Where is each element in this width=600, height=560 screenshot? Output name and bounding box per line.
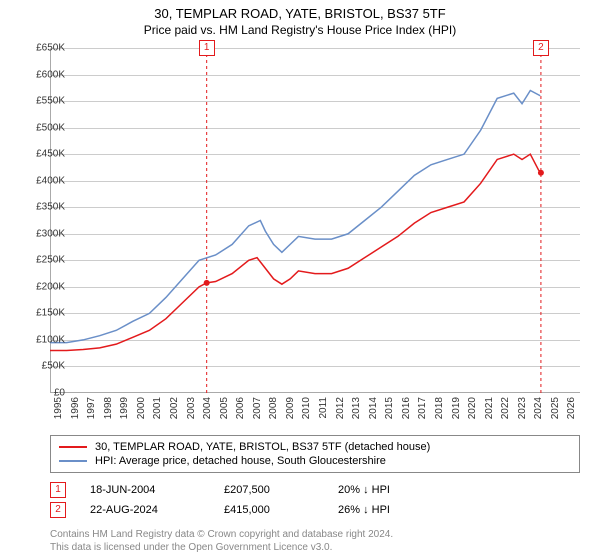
data-point-marker — [538, 170, 544, 176]
x-tick-label: 2023 — [517, 397, 528, 419]
x-tick-label: 2018 — [434, 397, 445, 419]
event-price: £415,000 — [224, 504, 314, 516]
y-tick-label: £350K — [36, 202, 65, 213]
x-tick-label: 2014 — [368, 397, 379, 419]
x-tick-label: 2012 — [335, 397, 346, 419]
x-tick-label: 2004 — [202, 397, 213, 419]
y-tick-label: £550K — [36, 96, 65, 107]
event-pct: 26% ↓ HPI — [338, 504, 458, 516]
x-tick-label: 2002 — [169, 397, 180, 419]
x-tick-label: 2021 — [484, 397, 495, 419]
event-price: £207,500 — [224, 484, 314, 496]
x-tick-label: 2017 — [417, 397, 428, 419]
data-point-marker — [204, 280, 210, 286]
y-tick-label: £450K — [36, 149, 65, 160]
y-tick-label: £650K — [36, 43, 65, 54]
legend-row: HPI: Average price, detached house, Sout… — [59, 454, 571, 468]
x-tick-label: 1995 — [53, 397, 64, 419]
y-tick-label: £300K — [36, 228, 65, 239]
x-tick-label: 2009 — [285, 397, 296, 419]
y-tick-label: £250K — [36, 255, 65, 266]
x-tick-label: 2008 — [268, 397, 279, 419]
x-tick-label: 1998 — [103, 397, 114, 419]
event-index-box: 2 — [50, 502, 66, 518]
y-tick-label: £150K — [36, 308, 65, 319]
legend-swatch — [59, 446, 87, 448]
legend-label: 30, TEMPLAR ROAD, YATE, BRISTOL, BS37 5T… — [95, 441, 430, 453]
x-tick-label: 2011 — [318, 397, 329, 419]
event-pct: 20% ↓ HPI — [338, 484, 458, 496]
event-row: 2 22-AUG-2024 £415,000 26% ↓ HPI — [50, 500, 580, 520]
x-tick-label: 2005 — [219, 397, 230, 419]
x-tick-label: 2022 — [500, 397, 511, 419]
x-tick-label: 1996 — [70, 397, 81, 419]
chart-legend: 30, TEMPLAR ROAD, YATE, BRISTOL, BS37 5T… — [50, 435, 580, 473]
y-tick-label: £500K — [36, 122, 65, 133]
x-tick-label: 2007 — [252, 397, 263, 419]
event-date: 22-AUG-2024 — [90, 504, 200, 516]
y-tick-label: £400K — [36, 175, 65, 186]
legend-label: HPI: Average price, detached house, Sout… — [95, 455, 386, 467]
x-tick-label: 1999 — [119, 397, 130, 419]
x-tick-label: 2010 — [301, 397, 312, 419]
x-tick-label: 2019 — [451, 397, 462, 419]
footer-line-2: This data is licensed under the Open Gov… — [50, 541, 393, 554]
chart-footer: Contains HM Land Registry data © Crown c… — [50, 528, 393, 554]
x-tick-label: 2015 — [384, 397, 395, 419]
chart-plot-area: 12 — [50, 48, 580, 393]
y-tick-label: £200K — [36, 281, 65, 292]
chart-lines-svg — [50, 48, 580, 393]
x-tick-label: 2003 — [186, 397, 197, 419]
y-tick-label: £600K — [36, 69, 65, 80]
event-index-box: 1 — [50, 482, 66, 498]
x-tick-label: 2024 — [533, 397, 544, 419]
event-date: 18-JUN-2004 — [90, 484, 200, 496]
footer-line-1: Contains HM Land Registry data © Crown c… — [50, 528, 393, 541]
y-tick-label: £100K — [36, 334, 65, 345]
legend-swatch — [59, 460, 87, 462]
x-tick-label: 2016 — [401, 397, 412, 419]
x-tick-label: 2001 — [152, 397, 163, 419]
series-line-hpi — [50, 90, 540, 342]
x-tick-label: 2013 — [351, 397, 362, 419]
x-tick-label: 1997 — [86, 397, 97, 419]
event-row: 1 18-JUN-2004 £207,500 20% ↓ HPI — [50, 480, 580, 500]
series-line-price_paid — [50, 154, 541, 350]
event-marker-box: 1 — [199, 40, 215, 56]
event-marker-box: 2 — [533, 40, 549, 56]
x-tick-label: 2006 — [235, 397, 246, 419]
chart-subtitle: Price paid vs. HM Land Registry's House … — [0, 21, 600, 37]
chart-title: 30, TEMPLAR ROAD, YATE, BRISTOL, BS37 5T… — [0, 0, 600, 21]
x-tick-label: 2020 — [467, 397, 478, 419]
x-tick-label: 2026 — [566, 397, 577, 419]
events-table: 1 18-JUN-2004 £207,500 20% ↓ HPI 2 22-AUG-202… — [50, 480, 580, 520]
legend-row: 30, TEMPLAR ROAD, YATE, BRISTOL, BS37 5T… — [59, 440, 571, 454]
y-tick-label: £50K — [42, 361, 65, 372]
x-tick-label: 2025 — [550, 397, 561, 419]
x-tick-label: 2000 — [136, 397, 147, 419]
chart-container: 30, TEMPLAR ROAD, YATE, BRISTOL, BS37 5T… — [0, 0, 600, 560]
